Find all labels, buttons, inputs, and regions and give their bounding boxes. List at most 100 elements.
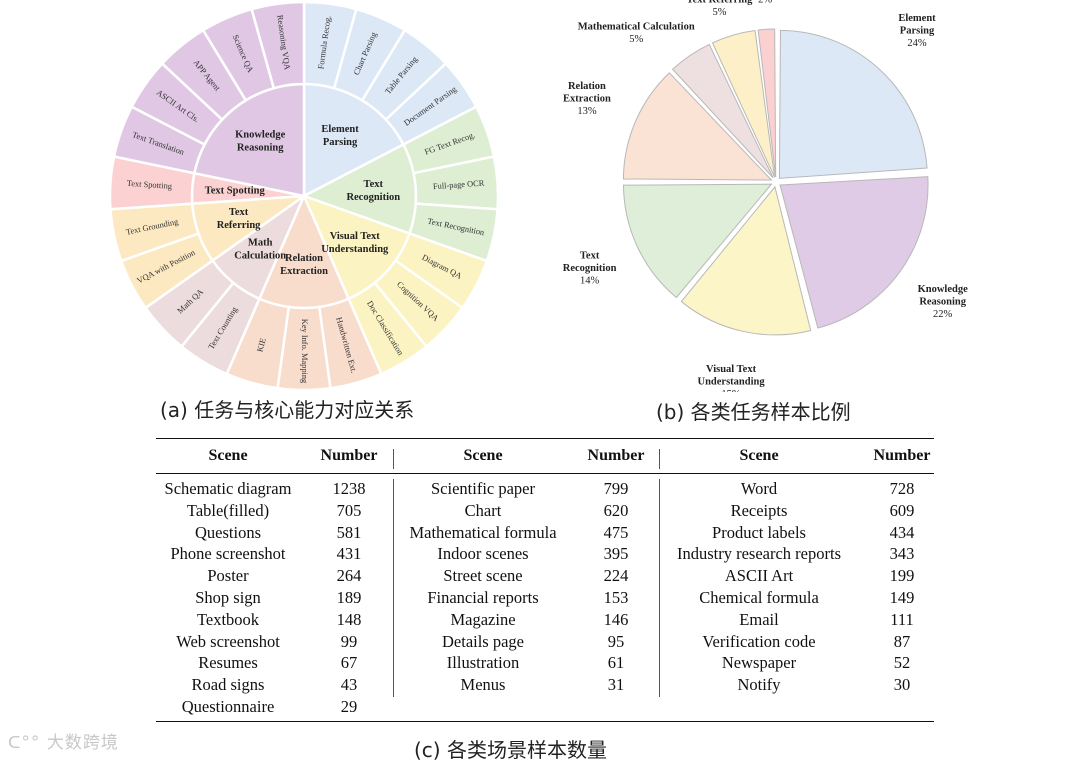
number-cell: 189 [336, 588, 362, 607]
number-cell: 146 [603, 609, 629, 629]
number-cell: 99 [340, 631, 358, 651]
header-scene: Scene [463, 447, 503, 464]
sunburst-category-label-line: Referring [217, 220, 261, 231]
pie-label-relation-extraction: Relation Extraction 13% [563, 82, 611, 118]
pie-name-label: Visual Text [706, 364, 757, 375]
pie-name-label: Element [898, 13, 936, 24]
header-number: Number [587, 447, 645, 464]
scene-cell: Phone screenshot [170, 544, 286, 564]
scene-cell: Mathematical formula [409, 522, 557, 542]
pie-slice-mathematical-calculation [671, 43, 774, 179]
pie-slice-text-referring [711, 29, 776, 178]
pie-label-knowledge-reasoning: Knowledge Reasoning 22% [918, 284, 969, 320]
sunburst-leaf-label: Full-page OCR [433, 179, 485, 192]
number-cell: 199 [889, 566, 915, 586]
watermark-glyph-icon: ᑕ°° [8, 733, 41, 753]
scene-cell: Questions [195, 522, 261, 542]
scene-cell: Indoor scenes [437, 544, 529, 564]
pie-percent-label: 5% [712, 7, 726, 18]
sunburst-category-label-line: Math [248, 238, 273, 249]
pie-name-label: Extraction [563, 94, 611, 105]
number-cell: 224 [603, 566, 629, 586]
sunburst-leaf-reasoning-vqa [250, 0, 306, 90]
pie-name-label: Recognition [563, 264, 617, 275]
pie-label-visual-text-understanding: Visual Text Understanding15% [698, 364, 766, 392]
number-cell: 52 [893, 653, 911, 673]
pie-name-label: Parsing [900, 26, 935, 37]
number-cell: 153 [603, 588, 629, 607]
number-cell: 264 [336, 566, 362, 586]
caption-a: (a) 任务与核心能力对应关系 [160, 398, 415, 422]
pie-percent-label: 22% [933, 309, 953, 320]
column-separator [659, 449, 660, 469]
sunburst-category-label: Relation Extraction [280, 253, 328, 277]
number-cell: 609 [889, 500, 915, 520]
sunburst-leaf-label: Text Spotting [127, 179, 174, 191]
sunburst-category-label: Knowledge Reasoning [235, 130, 286, 154]
scene-cell: Verification code [702, 631, 816, 651]
scene-cell: Notify [737, 675, 781, 695]
scene-cell: Word [740, 479, 778, 498]
scene-cell: Magazine [450, 609, 516, 629]
number-cell: 728 [889, 479, 915, 498]
sunburst-leaf-label: KIE [255, 337, 267, 353]
sunburst-category-label: Element Parsing [321, 125, 359, 149]
scene-cell: Web screenshot [176, 631, 280, 651]
scene-cell: ASCII Art [724, 566, 794, 586]
pie-slice-visual-text-understanding [680, 185, 812, 336]
scene-cell: Scientific paper [431, 479, 535, 498]
pie-slice-relation-extraction [622, 72, 773, 181]
scene-cell: Email [739, 609, 779, 629]
sunburst-category-label: Text Recognition [346, 179, 400, 203]
pie-label-mathematical-calculation: Mathematical Calculation 5% [578, 22, 695, 46]
scene-cell: Street scene [443, 566, 523, 586]
number-cell: 581 [336, 522, 362, 542]
sunburst-category-label-line: Text [364, 179, 384, 190]
pie-name-label: Text Referring [687, 0, 754, 6]
number-cell: 148 [336, 609, 362, 629]
header-number: Number [320, 447, 378, 464]
scene-cell: Schematic diagram [164, 479, 292, 498]
number-cell: 30 [893, 675, 911, 695]
number-cell: 95 [607, 631, 625, 651]
header-scene: Scene [739, 447, 779, 464]
sunburst-category-label: Text Spotting [205, 186, 266, 197]
number-cell: 620 [603, 500, 629, 520]
scene-cell: Road signs [191, 675, 265, 695]
outer-ring [108, 0, 500, 392]
number-cell: 705 [336, 500, 362, 520]
column-separator [659, 479, 660, 697]
sunburst-category-label: Text Referring [217, 207, 261, 231]
pie-label-text-spotting: Text Spotting2% [735, 0, 796, 6]
pie-percent-label: 14% [580, 276, 600, 287]
number-cell: 43 [340, 675, 358, 695]
sunburst-category-label-line: Element [321, 125, 359, 136]
pie-name-label: Reasoning [919, 297, 966, 308]
pie-labels: Element Parsing 24% Knowledge Reasoning 22% Vi… [563, 0, 968, 392]
sunburst-category-label-line: Parsing [323, 138, 358, 149]
scene-cell: Resumes [198, 653, 258, 673]
sunburst-category-label-line: Text [229, 207, 249, 218]
sunburst-category-label-line: Reasoning [237, 143, 284, 154]
number-cell: 431 [336, 544, 362, 564]
number-cell: 149 [889, 588, 915, 607]
sunburst-category-label-line: Knowledge [235, 130, 286, 141]
pie-percent-label: 2% [758, 0, 772, 6]
sunburst-category-label-line: Text Spotting [205, 186, 266, 197]
sunburst-category-label-line: Extraction [280, 266, 328, 277]
number-cell: 395 [603, 544, 629, 564]
number-cell: 61 [607, 653, 625, 673]
number-cell: 434 [889, 522, 915, 542]
number-cell: 343 [889, 544, 915, 564]
scene-count-table: Scene Number Scene Number Scene Number Schemat… [156, 438, 934, 722]
number-cell: 475 [603, 522, 629, 542]
scene-cell: Questionnaire [181, 697, 275, 716]
scene-cell: Industry research reports [676, 544, 842, 564]
scene-cell: Textbook [196, 609, 260, 629]
watermark-logo: ᑕ°° 大数跨境 [8, 728, 119, 753]
sunburst-leaf-label: Key Info. Mapping [300, 319, 309, 384]
pie-slice-text-spotting [757, 28, 777, 178]
sunburst-category-label-line: Understanding [321, 244, 389, 255]
pie-label-text-referring: Text Referring 5% [687, 0, 754, 18]
